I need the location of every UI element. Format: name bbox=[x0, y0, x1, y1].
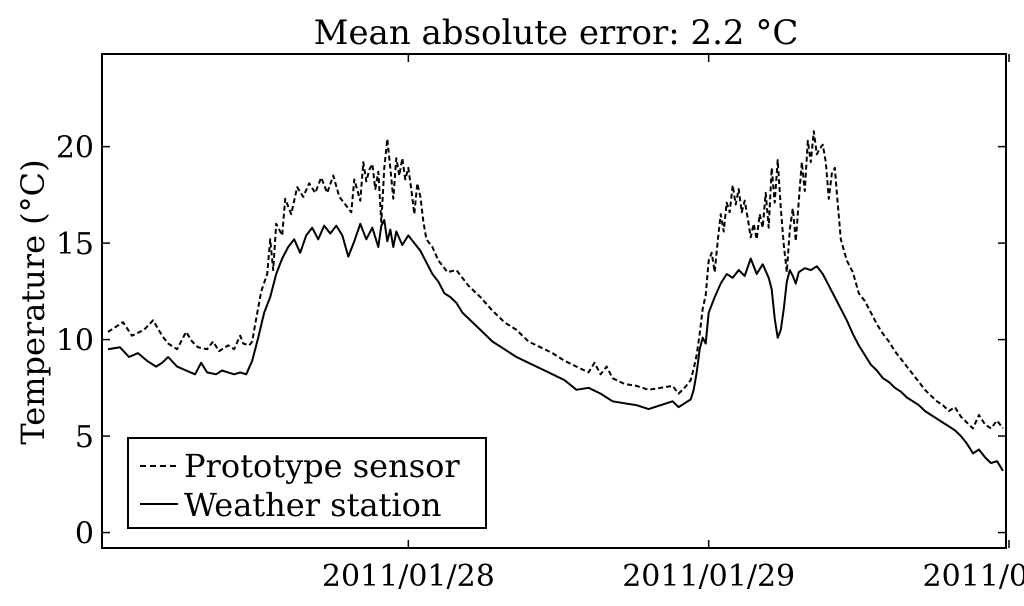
legend-label-prototype-sensor: Prototype sensor bbox=[184, 447, 460, 485]
chart-title: Mean absolute error: 2.2 °C bbox=[314, 13, 799, 53]
x-tick-label: 2011/01/30 bbox=[923, 559, 1024, 594]
series-line-prototype-sensor bbox=[107, 130, 1004, 430]
y-tick-label: 10 bbox=[56, 324, 94, 359]
series-line-weather-station bbox=[107, 219, 1004, 472]
legend: Prototype sensor Weather station bbox=[127, 437, 487, 529]
y-axis-label: Temperature (°C) bbox=[14, 159, 52, 444]
x-ticks: 2011/01/28 2011/01/29 2011/01/30 bbox=[322, 54, 1024, 594]
legend-box bbox=[127, 437, 487, 529]
y-tick-label: 0 bbox=[75, 517, 94, 552]
y-ticks: 0 5 10 15 20 bbox=[56, 131, 1006, 552]
y-tick-label: 20 bbox=[56, 131, 94, 166]
y-tick-label: 15 bbox=[56, 227, 94, 262]
plot-frame bbox=[101, 53, 1007, 549]
legend-label-weather-station: Weather station bbox=[184, 486, 442, 524]
x-tick-label: 2011/01/28 bbox=[322, 559, 495, 594]
x-tick-label: 2011/01/29 bbox=[622, 559, 795, 594]
series-layer bbox=[107, 130, 1004, 472]
y-tick-label: 5 bbox=[75, 420, 94, 455]
